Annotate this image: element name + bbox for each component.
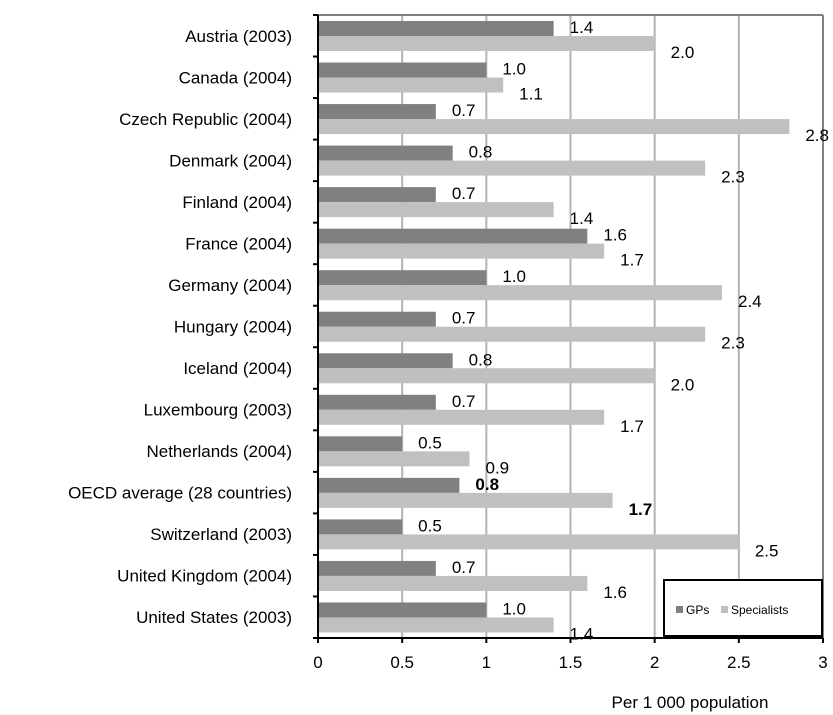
data-label-specialists: 2.0 xyxy=(671,43,695,62)
data-label-gps: 1.6 xyxy=(603,226,627,245)
data-label-gps: 0.8 xyxy=(469,143,493,162)
data-label-gps: 0.8 xyxy=(475,475,499,494)
category-label: Austria (2003) xyxy=(185,27,292,46)
legend-swatch-specialists xyxy=(721,606,728,613)
data-label-gps: 0.7 xyxy=(452,558,476,577)
x-tick-label: 2 xyxy=(650,653,659,672)
bar-gps xyxy=(318,104,436,120)
bar-gps xyxy=(318,270,487,286)
bar-gps xyxy=(318,187,436,203)
data-label-gps: 0.7 xyxy=(452,184,476,203)
data-label-gps: 0.7 xyxy=(452,392,476,411)
category-label: Denmark (2004) xyxy=(169,151,292,170)
data-label-specialists: 1.4 xyxy=(570,624,594,643)
x-tick-label: 0.5 xyxy=(390,653,414,672)
bar-specialists xyxy=(318,36,655,51)
bar-specialists xyxy=(318,492,613,508)
category-label: Canada (2004) xyxy=(179,68,292,87)
data-label-gps: 0.7 xyxy=(452,309,476,328)
bar-specialists xyxy=(318,534,739,550)
bar-specialists xyxy=(318,119,790,135)
bar-gps xyxy=(318,519,403,535)
legend-label-gps: GPs xyxy=(686,603,709,617)
legend-label-specialists: Specialists xyxy=(731,603,788,617)
data-label-specialists: 2.8 xyxy=(805,126,829,145)
bar-gps xyxy=(318,394,436,410)
bar-specialists xyxy=(318,243,605,259)
data-label-gps: 0.8 xyxy=(469,350,493,369)
category-label: Hungary (2004) xyxy=(174,318,292,337)
bar-gps xyxy=(318,62,487,78)
category-label: Luxembourg (2003) xyxy=(144,401,292,420)
category-label: Germany (2004) xyxy=(168,276,292,295)
bar-specialists xyxy=(318,409,605,425)
data-label-specialists: 0.9 xyxy=(486,458,510,477)
bar-gps xyxy=(318,477,460,493)
data-label-specialists: 1.7 xyxy=(620,417,644,436)
data-label-specialists: 1.7 xyxy=(620,251,644,270)
data-label-gps: 1.0 xyxy=(502,60,526,79)
bar-specialists xyxy=(318,451,470,467)
data-label-specialists: 2.3 xyxy=(721,334,745,353)
x-tick-label: 1 xyxy=(482,653,491,672)
data-label-specialists: 1.1 xyxy=(519,85,543,104)
bar-gps xyxy=(318,560,436,576)
data-label-gps: 0.5 xyxy=(418,516,442,535)
data-label-gps: 1.4 xyxy=(570,18,594,37)
bar-gps xyxy=(318,311,436,327)
bar-specialists xyxy=(318,285,722,301)
bar-gps xyxy=(318,353,453,369)
category-label: Czech Republic (2004) xyxy=(119,110,292,129)
bar-gps xyxy=(318,436,403,452)
data-label-gps: 1.0 xyxy=(502,267,526,286)
category-label: United Kingdom (2004) xyxy=(117,567,292,586)
bar-specialists xyxy=(318,368,655,384)
bar-specialists xyxy=(318,202,554,218)
data-label-specialists: 1.4 xyxy=(570,209,594,228)
category-label: United States (2003) xyxy=(136,608,292,627)
x-tick-label: 2.5 xyxy=(727,653,751,672)
category-label: France (2004) xyxy=(185,234,292,253)
bar-specialists xyxy=(318,617,554,633)
data-label-specialists: 1.6 xyxy=(603,583,627,602)
x-tick-label: 3 xyxy=(818,653,827,672)
data-label-specialists: 2.4 xyxy=(738,292,762,311)
data-label-gps: 0.7 xyxy=(452,101,476,120)
x-tick-label: 1.5 xyxy=(559,653,583,672)
bar-specialists xyxy=(318,160,706,176)
legend-swatch-gps xyxy=(676,606,683,613)
bar-gps xyxy=(318,228,588,244)
bar-specialists xyxy=(318,326,706,342)
category-label: Switzerland (2003) xyxy=(150,525,292,544)
data-label-specialists: 2.5 xyxy=(755,541,779,560)
category-label: Netherlands (2004) xyxy=(146,442,292,461)
data-label-specialists: 2.0 xyxy=(671,375,695,394)
category-label: Finland (2004) xyxy=(182,193,292,212)
data-label-gps: 0.5 xyxy=(418,433,442,452)
category-label: OECD average (28 countries) xyxy=(68,484,292,503)
data-label-specialists: 1.7 xyxy=(629,500,653,519)
bar-gps xyxy=(318,21,554,36)
bar-gps xyxy=(318,145,453,161)
x-axis-title: Per 1 000 population xyxy=(612,693,769,712)
bar-specialists xyxy=(318,77,504,93)
legend-box xyxy=(663,579,823,637)
category-label: Iceland (2004) xyxy=(183,359,292,378)
bar-specialists xyxy=(318,575,588,591)
data-label-specialists: 2.3 xyxy=(721,168,745,187)
bar-gps xyxy=(318,602,487,618)
x-tick-label: 0 xyxy=(313,653,322,672)
data-label-gps: 1.0 xyxy=(502,599,526,618)
